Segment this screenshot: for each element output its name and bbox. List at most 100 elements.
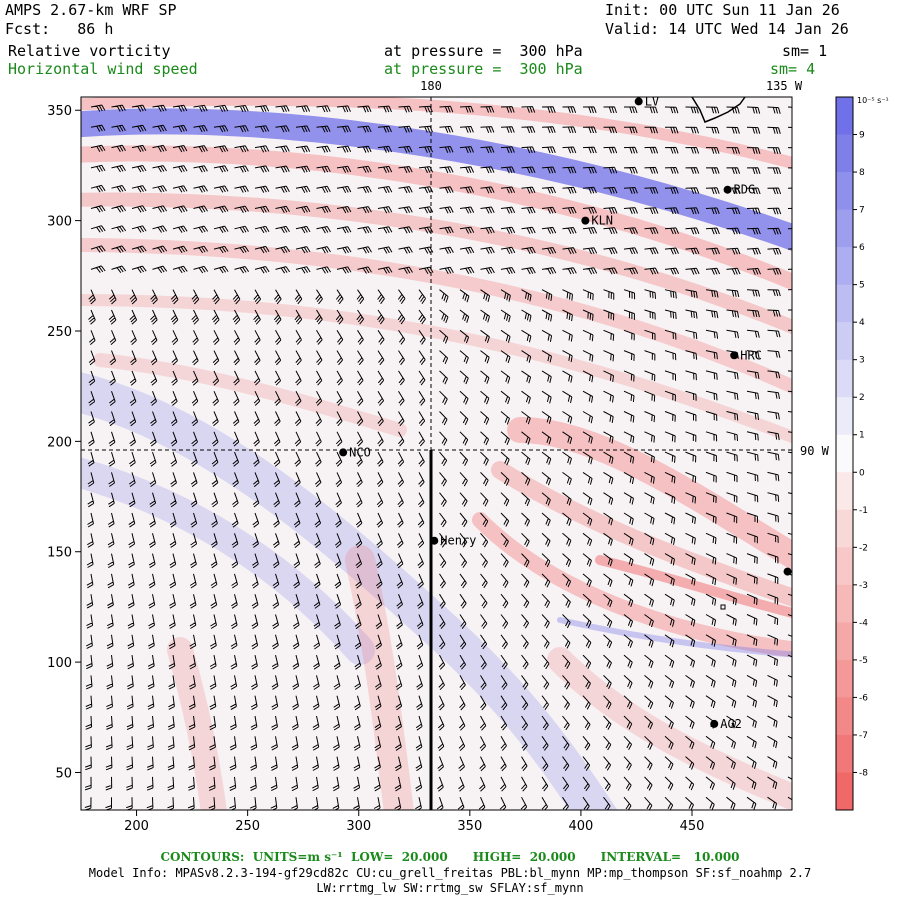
y-tick-label: 250 xyxy=(47,325,72,340)
colorbar-label: -4 xyxy=(859,618,868,628)
model-info: Model Info: MPASv8.2.3-194-gf29cd82c CU:… xyxy=(88,866,812,880)
colorbar-swatch xyxy=(836,397,853,436)
colorbar-label: -2 xyxy=(859,543,868,553)
colorbar-label: 2 xyxy=(859,393,865,403)
field1-name: Relative vorticity xyxy=(8,42,171,60)
colorbar-swatch xyxy=(836,284,853,323)
contour-info: CONTOURS: UNITS=m s⁻¹ LOW= 20.000 HIGH= … xyxy=(160,850,740,864)
colorbar-label: 1 xyxy=(859,431,865,441)
x-tick-label: 200 xyxy=(124,819,149,834)
colorbar-frame xyxy=(835,96,854,811)
vorticity-band xyxy=(557,617,792,658)
colorbar-swatch xyxy=(836,134,853,173)
station-label-hrc: HRC xyxy=(740,348,762,362)
colorbar-swatch xyxy=(836,322,853,361)
station-label-kln: KLN xyxy=(591,214,613,228)
station-marker xyxy=(710,719,719,728)
colorbar-label: 3 xyxy=(859,356,865,366)
colorbar-swatch xyxy=(836,509,853,548)
colorbar-label: -3 xyxy=(859,581,868,591)
wind-barb-set xyxy=(84,104,792,810)
vorticity-band xyxy=(595,555,792,619)
vorticity-band xyxy=(507,417,792,571)
vorticity-band xyxy=(81,457,375,665)
colorbar-label: 6 xyxy=(859,243,865,253)
valid-time: Valid: 14 UTC Wed 14 Jan 26 xyxy=(605,20,849,38)
station-label-rdg: RDG xyxy=(734,183,756,197)
y-tick-label: 150 xyxy=(47,546,72,561)
label-180: 180 xyxy=(420,79,442,93)
label-135w: 135 W xyxy=(766,79,803,93)
y-tick-label: 100 xyxy=(47,656,72,671)
model-title: AMPS 2.67-km WRF SP xyxy=(5,1,177,19)
y-tick-label: 200 xyxy=(47,435,72,450)
colorbar-swatch xyxy=(836,209,853,248)
vorticity-band xyxy=(81,108,792,251)
colorbar-swatch xyxy=(836,584,853,623)
colorbar-swatch xyxy=(836,97,853,136)
forecast-hour: Fcst: 86 h xyxy=(5,20,114,38)
station-label-henry: Henry xyxy=(440,534,476,548)
x-tick-label: 400 xyxy=(569,819,594,834)
colorbar-label: 7 xyxy=(859,206,865,216)
colorbar-label: 8 xyxy=(859,168,865,178)
field1-level: at pressure = 300 hPa xyxy=(384,42,583,60)
colorbar-swatch xyxy=(836,434,853,473)
plot-frame xyxy=(80,96,793,811)
map-background xyxy=(81,97,792,810)
colorbar-swatch xyxy=(836,547,853,586)
colorbar-label: -1 xyxy=(859,506,868,516)
small-marker xyxy=(720,604,726,610)
vorticity-band xyxy=(472,512,792,658)
colorbar-swatch xyxy=(836,734,853,773)
vorticity-band xyxy=(491,461,792,607)
vorticity-field xyxy=(81,97,792,810)
colorbar-label: 0 xyxy=(859,468,865,478)
colorbar-swatch xyxy=(836,772,853,811)
colorbar-swatch xyxy=(836,172,853,211)
vorticity-band xyxy=(81,372,618,810)
vorticity-band xyxy=(81,145,792,291)
station-label-ag2: AG2 xyxy=(720,717,742,731)
colorbar-unit: 10⁻⁵ s⁻¹ xyxy=(857,96,889,105)
wind-barbs xyxy=(84,104,792,810)
vorticity-band xyxy=(547,647,792,810)
colorbar-label: -7 xyxy=(859,731,868,741)
station-marker xyxy=(783,567,792,576)
station-marker xyxy=(634,97,643,106)
colorbar-swatch xyxy=(836,659,853,698)
vorticity-band xyxy=(81,238,792,395)
colorbar-label: 9 xyxy=(859,131,865,141)
init-time: Init: 00 UTC Sun 11 Jan 26 xyxy=(605,1,840,19)
y-tick-label: 300 xyxy=(47,215,72,230)
colorbar-swatch xyxy=(836,697,853,736)
station-marker xyxy=(430,536,439,545)
field2-smoothing: sm= 4 xyxy=(770,60,816,78)
colorbar-label: -8 xyxy=(859,768,868,778)
colorbar-label: 5 xyxy=(859,281,865,291)
vorticity-band xyxy=(81,294,792,444)
label-90w: 90 W xyxy=(800,444,830,458)
field2-level: at pressure = 300 hPa xyxy=(384,60,583,78)
vorticity-band xyxy=(345,545,414,810)
x-tick-label: 350 xyxy=(457,819,482,834)
map-overlay: 180 135 W 90 W LV RDG KLN HRC NCO Henry AG2 xyxy=(81,79,830,810)
y-tick-label: 350 xyxy=(47,104,72,119)
y-tick-label: 50 xyxy=(55,766,72,781)
station-label-lv: LV xyxy=(645,94,659,108)
axes: 200 250 300 350 400 450 50 100 150 200 250 300 350 xyxy=(47,104,704,834)
station-marker xyxy=(339,448,348,457)
colorbar-label: -6 xyxy=(859,693,868,703)
station-label-nco: NCO xyxy=(349,445,371,459)
colorbar-swatch xyxy=(836,472,853,511)
colorbar-label: 4 xyxy=(859,318,865,328)
colorbar: 9 8 7 6 5 4 3 2 1 0 -1 -2 -3 -4 -5 -6 -7 -8 10⁻⁵ s⁻¹ xyxy=(835,96,889,811)
station-marker xyxy=(730,351,739,360)
x-tick-label: 300 xyxy=(346,819,371,834)
field2-name: Horizontal wind speed xyxy=(8,60,198,78)
model-info-physics: LW:rrtmg_lw SW:rrtmg_sw SFLAY:sf_mynn xyxy=(316,881,584,895)
vorticity-band xyxy=(167,637,227,810)
colorbar-swatch xyxy=(836,247,853,286)
colorbar-swatch xyxy=(836,622,853,661)
